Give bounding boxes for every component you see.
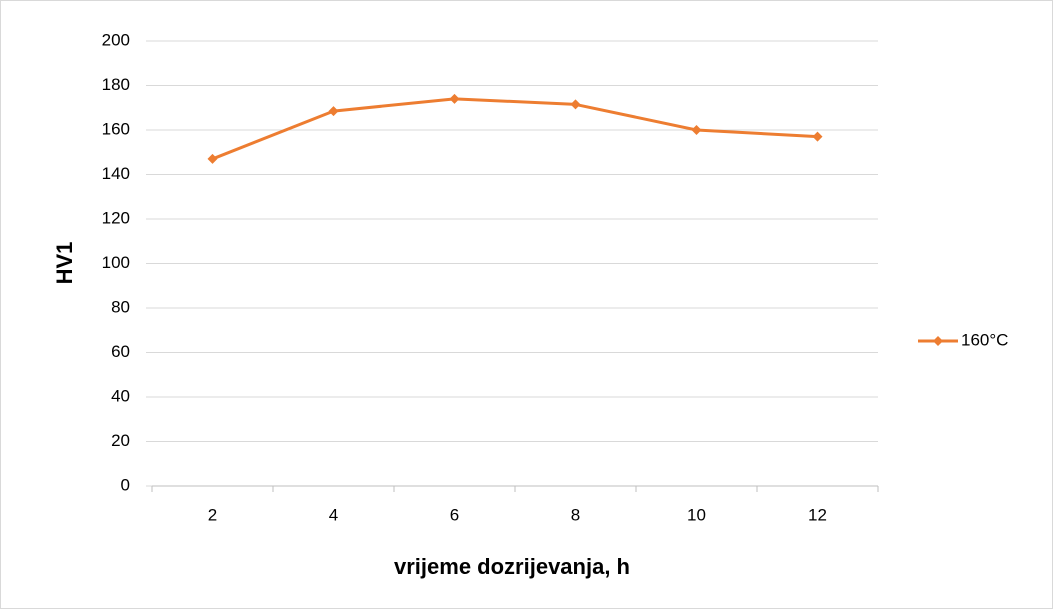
x-tick-label: 6	[450, 505, 459, 524]
x-tick-label: 8	[571, 505, 580, 524]
y-tick-label: 140	[102, 164, 130, 183]
x-tick-label: 2	[208, 505, 217, 524]
y-tick-label: 60	[111, 342, 130, 361]
y-tick-label: 20	[111, 431, 130, 450]
x-tick-label: 4	[329, 505, 338, 524]
y-tick-label: 0	[121, 475, 130, 494]
marker	[691, 125, 702, 135]
marker	[328, 106, 339, 117]
marker	[207, 153, 218, 164]
y-tick-label: 120	[102, 208, 130, 227]
marker	[449, 93, 460, 104]
marker	[570, 99, 581, 110]
y-tick-label: 200	[102, 30, 130, 49]
legend-label: 160°C	[961, 330, 1008, 349]
y-tick-label: 160	[102, 119, 130, 138]
y-tick-label: 100	[102, 253, 130, 272]
marker	[812, 131, 823, 142]
legend-marker	[933, 336, 943, 346]
x-tick-label: 10	[687, 505, 706, 524]
y-tick-label: 80	[111, 297, 130, 316]
x-tick-label: 12	[808, 505, 827, 524]
x-axis-title: vrijeme dozrijevanja, h	[394, 554, 630, 579]
y-tick-label: 40	[111, 386, 130, 405]
series-line	[211, 97, 818, 161]
y-axis-title: HV1	[52, 242, 77, 285]
y-tick-label: 180	[102, 75, 130, 94]
